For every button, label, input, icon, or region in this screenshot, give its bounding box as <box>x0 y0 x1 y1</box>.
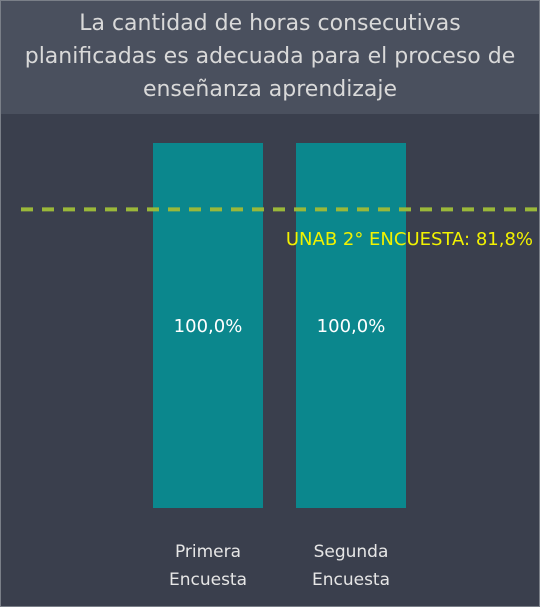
x-tick-label: Primera Encuesta <box>168 542 248 590</box>
title-band <box>1 1 539 114</box>
value-label: 100,0% <box>316 316 386 337</box>
bar <box>296 143 406 508</box>
reference-label: UNAB 2° ENCUESTA: 81,8% <box>285 229 533 251</box>
x-tick-label: Segunda Encuesta <box>311 542 391 590</box>
bar <box>153 143 263 508</box>
value-label: 100,0% <box>173 316 243 337</box>
chart-title: La cantidad de horas consecutivas planif… <box>24 11 516 102</box>
